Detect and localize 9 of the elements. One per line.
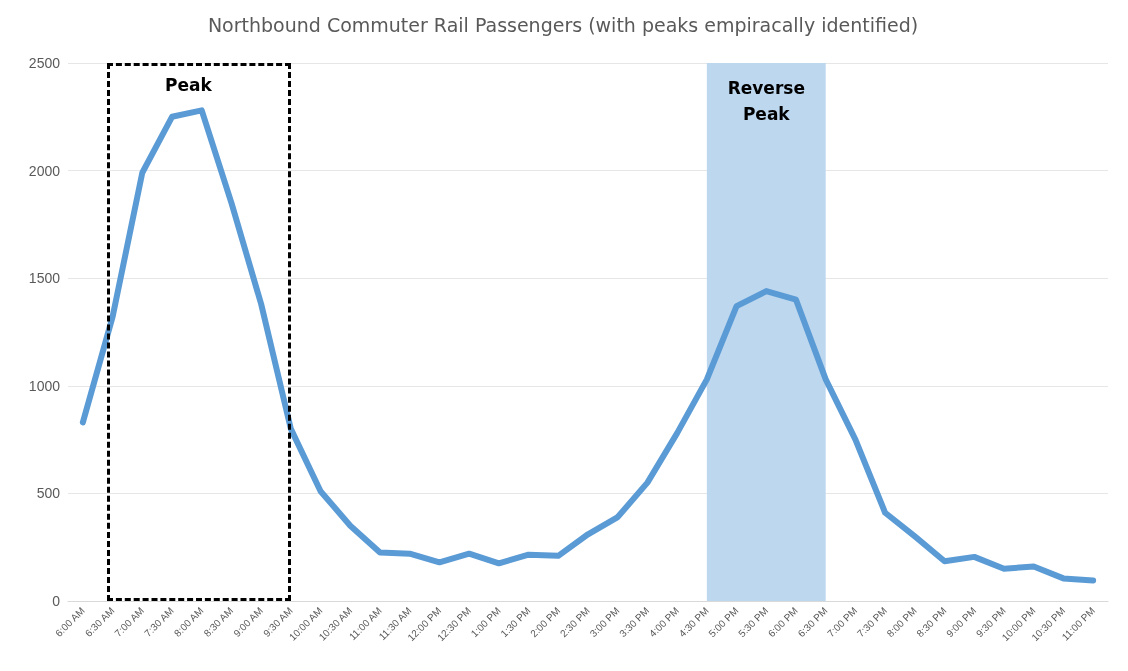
band-label: Reverse Peak bbox=[727, 78, 805, 124]
chart-title: Northbound Commuter Rail Passengers (with peaks empiracally identified) bbox=[207, 13, 919, 36]
annotation: Peak bbox=[164, 75, 213, 95]
y-tick-label: 1500 bbox=[28, 270, 61, 287]
x-tick-label: 3:30 PM bbox=[617, 605, 652, 640]
y-tick-label: 2500 bbox=[28, 55, 61, 71]
y-tick-label: 1000 bbox=[28, 377, 61, 394]
y-tick-label: 2000 bbox=[28, 162, 61, 179]
y-tick-label: 500 bbox=[36, 485, 61, 502]
